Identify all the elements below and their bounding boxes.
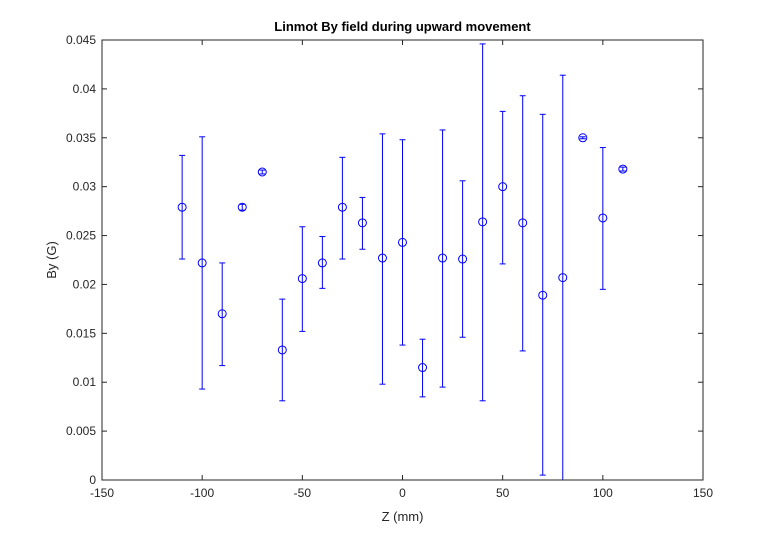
errorbar-point	[438, 129, 448, 388]
y-tick-label: 0.02	[73, 277, 97, 291]
errorbar-point	[418, 338, 428, 398]
data-point	[377, 253, 387, 263]
data-point	[197, 258, 207, 268]
data-point	[297, 274, 307, 284]
axes: -150 -100 -50 0 50 100 150 0 0.005 0.01 0.015 0.02 0…	[66, 33, 713, 500]
data-point	[478, 217, 488, 227]
y-tick-label: 0.04	[73, 82, 97, 96]
data-point	[598, 213, 608, 223]
data-point	[317, 258, 327, 268]
x-tick-label: -50	[294, 486, 312, 500]
errorbar-point	[398, 139, 407, 346]
errorbar-point	[498, 110, 508, 265]
errorbar-point	[578, 133, 588, 143]
data-point	[337, 202, 347, 212]
x-tick-label: 0	[399, 486, 406, 500]
data-marks	[177, 43, 628, 481]
data-point	[458, 254, 468, 264]
data-point	[438, 253, 448, 263]
errorbar-point	[337, 156, 347, 260]
errorbar-point	[197, 136, 207, 390]
errorbar-point	[357, 196, 367, 250]
errorbar-point	[217, 262, 227, 367]
errorbar-point	[618, 164, 628, 174]
data-point	[618, 164, 628, 174]
errorbar-point	[538, 113, 548, 476]
y-tick-label: 0.03	[73, 180, 97, 194]
errorbar-point	[237, 202, 247, 212]
x-tick-label: 50	[496, 486, 510, 500]
data-point	[177, 202, 187, 212]
y-tick-label: 0.015	[66, 326, 96, 340]
x-tick-label: -100	[190, 486, 214, 500]
errorbar-point	[458, 180, 468, 338]
data-point	[578, 133, 588, 143]
data-point	[237, 202, 247, 212]
y-tick-label: 0.035	[66, 131, 96, 145]
errorbar-point	[177, 154, 187, 260]
y-tick-label: 0.025	[66, 229, 96, 243]
errorbar-point	[277, 298, 287, 402]
y-axis-label: By (G)	[44, 241, 59, 279]
data-point	[398, 237, 407, 247]
data-point	[538, 290, 548, 300]
data-point	[558, 273, 568, 283]
y-tick-label: 0	[89, 473, 96, 487]
data-point	[217, 309, 227, 319]
x-axis-label: Z (mm)	[382, 509, 424, 524]
x-tick-label: 100	[593, 486, 613, 500]
errorbar-point	[377, 133, 387, 385]
data-point	[518, 218, 528, 228]
data-point	[257, 167, 267, 177]
y-tick-label: 0.045	[66, 33, 96, 47]
data-point	[418, 363, 428, 373]
x-tick-label: -150	[90, 486, 114, 500]
errorbar-point	[478, 43, 488, 402]
errorbar-point	[257, 167, 267, 177]
errorbar-point	[598, 147, 608, 290]
data-point	[277, 345, 287, 355]
y-tick-label: 0.01	[73, 375, 97, 389]
chart-title: Linmot By field during upward movement	[274, 19, 531, 34]
x-tick-label: 150	[693, 486, 713, 500]
errorbar-point	[297, 226, 307, 332]
data-point	[357, 218, 367, 228]
errorbar-point	[518, 95, 528, 352]
errorbar-point	[317, 236, 327, 289]
data-point	[498, 182, 508, 192]
y-tick-label: 0.005	[66, 424, 96, 438]
